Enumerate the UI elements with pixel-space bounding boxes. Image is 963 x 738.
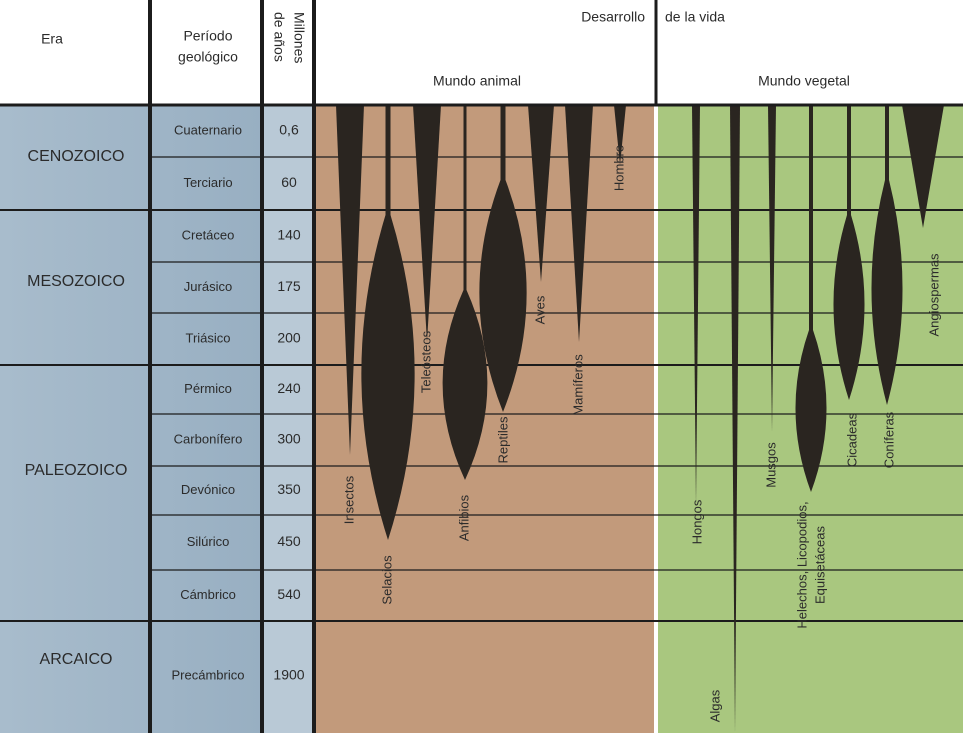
header-era: Era (41, 31, 63, 47)
lineage (614, 105, 626, 165)
lineage (565, 105, 593, 342)
period-name: Silúrico (187, 534, 230, 549)
period-ma: 540 (277, 586, 301, 602)
lineage-label: Teleósteos (418, 330, 433, 393)
period-name: Jurásico (184, 279, 232, 294)
period-ma: 175 (277, 278, 301, 294)
period-name: Precámbrico (172, 667, 245, 682)
lineage (336, 105, 364, 455)
header-ma: de años (271, 12, 287, 62)
header-period: Período (183, 28, 232, 44)
header-ma: Millones (291, 12, 307, 63)
lineage (795, 105, 827, 492)
period-name: Cretáceo (182, 227, 235, 242)
period-ma: 1900 (273, 667, 304, 683)
lineage (479, 105, 527, 412)
period-ma: 140 (277, 227, 301, 243)
period-ma: 0,6 (279, 122, 299, 138)
era-bg (0, 105, 262, 733)
lineage-label: Anfibios (456, 494, 471, 541)
period-ma: 240 (277, 380, 301, 396)
period-ma: 350 (277, 481, 301, 497)
period-name: Cuaternario (174, 122, 242, 137)
period-name: Pérmico (184, 381, 232, 396)
lineage-label: Hombre (611, 145, 626, 191)
lineage (730, 105, 740, 733)
era-name: CENOZOICO (28, 148, 125, 165)
era-name: MESOZOICO (27, 273, 125, 290)
lineage (413, 105, 441, 342)
lineage-label: Helechos, Licopodios, (794, 501, 809, 628)
period-name: Carbonífero (174, 431, 243, 446)
lineage-label: Algas (707, 689, 722, 722)
lineage-label: Reptiles (495, 416, 510, 463)
lineage-label: Mamíferos (570, 354, 585, 416)
lineage (902, 105, 944, 228)
header-dev: Desarrollo (581, 9, 645, 25)
era-name: ARCAICO (40, 651, 113, 668)
ma-bg (262, 105, 314, 733)
lineage (442, 105, 488, 480)
lineage (768, 105, 776, 432)
header-plant: Mundo vegetal (758, 73, 850, 89)
lineage-label: Selacios (379, 555, 394, 605)
lineage-label: Hongos (689, 499, 704, 544)
period-ma: 450 (277, 533, 301, 549)
lineage (871, 105, 903, 405)
lineage-label: Equisetáceas (812, 525, 827, 604)
period-name: Triásico (185, 330, 230, 345)
period-name: Devónico (181, 482, 235, 497)
header-animal: Mundo animal (433, 73, 521, 89)
lineage-label: Insectos (341, 475, 356, 524)
period-name: Terciario (183, 175, 232, 190)
era-name: PALEOZOICO (25, 462, 128, 479)
header-dev: de la vida (665, 9, 725, 25)
lineage-label: Aves (532, 295, 547, 324)
lineage (361, 105, 415, 540)
period-name: Cámbrico (180, 587, 236, 602)
lineage-label: Coníferas (881, 411, 896, 468)
lineage (528, 105, 554, 282)
lineage-label: Cicadeas (844, 412, 859, 467)
period-ma: 60 (281, 174, 297, 190)
lineage-label: Angiospermas (926, 253, 941, 337)
period-ma: 300 (277, 431, 301, 447)
lineage (833, 105, 865, 400)
lineage-label: Musgos (763, 442, 778, 488)
header-period: geológico (178, 49, 238, 65)
period-ma: 200 (277, 330, 301, 346)
lineage (692, 105, 700, 505)
